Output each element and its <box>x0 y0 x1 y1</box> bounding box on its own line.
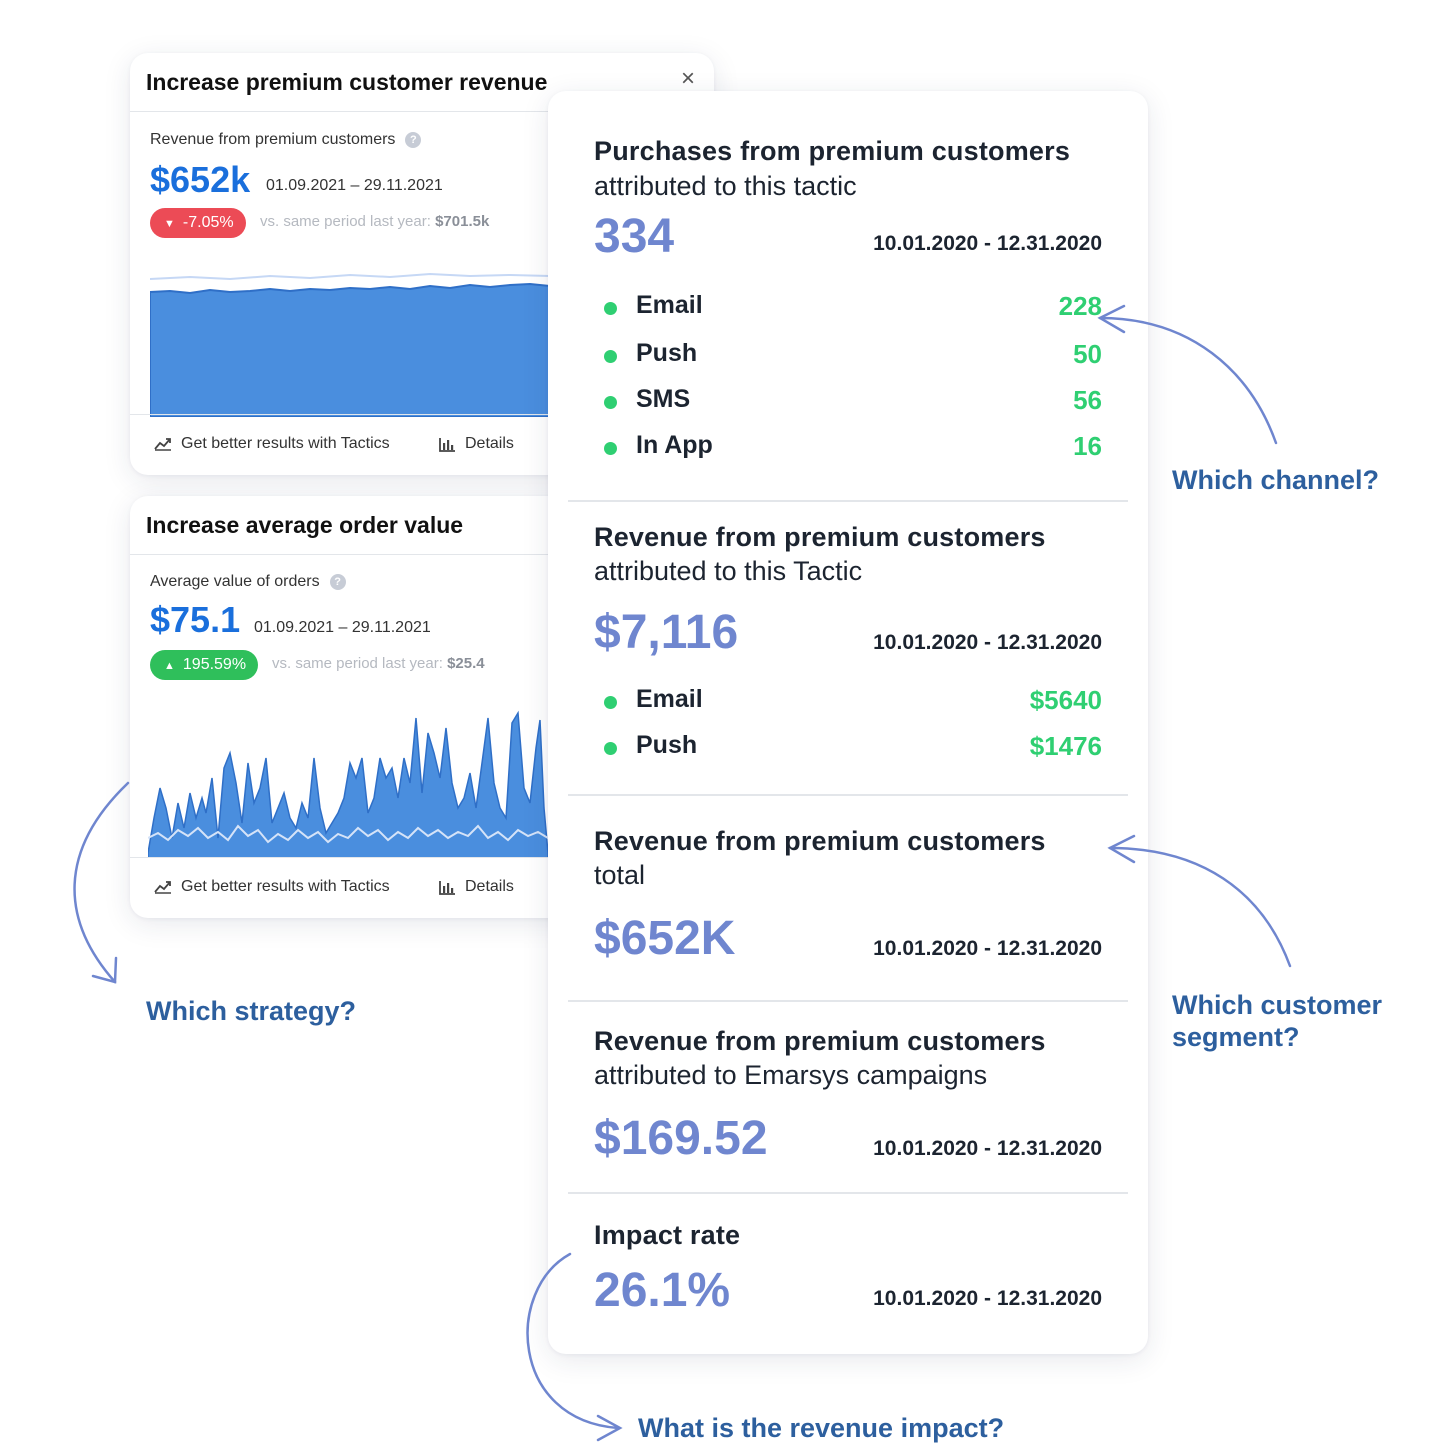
change-badge: ▲ 195.59% <box>150 650 259 680</box>
purchases-section: Purchases from premium customers attribu… <box>548 91 1148 501</box>
section-subtitle: attributed to this Tactic <box>594 556 863 586</box>
comparison-text: vs. same period last year: $701.5k <box>260 213 490 230</box>
chart-baseline-line <box>148 824 548 844</box>
channel-label: Push <box>636 731 698 759</box>
divider <box>568 794 1128 796</box>
comparison-text: vs. same period last year: $25.4 <box>272 655 485 672</box>
card-title: Increase premium customer revenue <box>130 53 714 112</box>
channel-value: 228 <box>1058 291 1102 321</box>
status-dot <box>604 742 617 755</box>
status-dot <box>604 442 617 455</box>
annotation-segment: Which customer segment? <box>1172 990 1383 1052</box>
tactics-link[interactable]: Get better results with Tactics <box>154 878 390 896</box>
status-dot <box>604 396 617 409</box>
annotation-strategy: Which strategy? <box>146 996 357 1026</box>
trend-up-icon <box>154 881 171 894</box>
chart-area-fill <box>150 282 550 417</box>
help-icon[interactable]: ? <box>329 573 346 590</box>
metric-label: Revenue from premium customers? <box>150 131 422 149</box>
date-range: 10.01.2020 - 12.31.2020 <box>873 937 1102 960</box>
chart-area-fill <box>148 710 548 858</box>
impact-rate-section: Impact rate 26.1% 10.01.2020 - 12.31.202… <box>548 1193 1148 1353</box>
tactics-link[interactable]: Get better results with Tactics <box>154 435 390 453</box>
tactic-detail-panel: Purchases from premium customers attribu… <box>548 91 1148 1354</box>
card-footer: Get better results with Tactics Details <box>130 857 714 918</box>
change-badge: ▼ -7.05% <box>150 208 246 238</box>
section-title: Revenue from premium customers <box>594 522 1046 552</box>
section-title: Purchases from premium customers <box>594 136 1071 166</box>
arrow-segment-head <box>1107 834 1136 864</box>
channel-value: $1476 <box>1029 731 1102 761</box>
revenue-area-chart <box>150 272 550 417</box>
card-footer: Get better results with Tactics Details <box>130 414 714 475</box>
channel-value: 16 <box>1073 431 1102 461</box>
arrow-impact <box>526 1252 620 1430</box>
channel-label: Push <box>636 339 698 367</box>
details-link[interactable]: Details <box>438 878 514 896</box>
revenue-tactic-section: Revenue from premium customers attribute… <box>548 501 1148 795</box>
status-dot <box>604 350 617 363</box>
channel-value: $5640 <box>1029 685 1102 715</box>
status-dot <box>604 696 617 709</box>
triangle-up-icon: ▲ <box>164 660 175 672</box>
channel-row-push: Push $1476 <box>604 731 1102 765</box>
channel-row-email: Email $5640 <box>604 685 1102 719</box>
arrow-channel <box>1098 316 1278 445</box>
divider <box>568 1000 1128 1002</box>
arrow-strategy <box>73 781 130 984</box>
section-title: Revenue from premium customers <box>594 1026 1046 1056</box>
bar-chart-icon <box>439 880 455 895</box>
order-value-area-chart <box>148 710 548 858</box>
section-subtitle: attributed to Emarsys campaigns <box>594 1060 988 1090</box>
date-range: 10.01.2020 - 12.31.2020 <box>873 232 1102 255</box>
date-range: 10.01.2020 - 12.31.2020 <box>873 1287 1102 1310</box>
revenue-emarsys-value: $169.52 <box>594 1112 768 1165</box>
section-title: Impact rate <box>594 1220 741 1250</box>
impact-rate-value: 26.1% <box>594 1264 731 1317</box>
section-subtitle: total <box>594 860 646 890</box>
channel-label: Email <box>636 291 703 319</box>
details-link[interactable]: Details <box>438 435 514 453</box>
close-icon[interactable]: × <box>680 65 695 92</box>
section-subtitle: attributed to this tactic <box>594 171 857 201</box>
channel-value: 50 <box>1073 339 1102 369</box>
arrow-strategy-head <box>91 956 118 984</box>
date-range: 10.01.2020 - 12.31.2020 <box>873 631 1102 654</box>
divider <box>568 1192 1128 1194</box>
channel-label: SMS <box>636 385 691 413</box>
revenue-total-section: Revenue from premium customers total $65… <box>548 795 1148 1000</box>
arrow-channel-head <box>1097 304 1126 334</box>
chart-baseline-line <box>150 272 550 281</box>
channel-label: Email <box>636 685 703 713</box>
annotation-impact: What is the revenue impact? <box>638 1413 1005 1443</box>
divider <box>568 500 1128 502</box>
metric-label: Average value of orders? <box>150 573 346 591</box>
arrow-impact-head <box>596 1414 623 1442</box>
revenue-emarsys-section: Revenue from premium customers attribute… <box>548 1001 1148 1193</box>
revenue-total-value: $652K <box>594 912 736 965</box>
revenue-tactic-value: $7,116 <box>594 606 739 659</box>
date-range: 01.09.2021 – 29.11.2021 <box>266 177 443 194</box>
metric-value: $75.1 <box>150 599 241 640</box>
date-range: 10.01.2020 - 12.31.2020 <box>873 1137 1102 1160</box>
card-title: Increase average order value <box>130 496 714 555</box>
trend-up-icon <box>154 438 171 451</box>
date-range: 01.09.2021 – 29.11.2021 <box>254 619 431 636</box>
channel-label: In App <box>636 431 713 459</box>
help-icon[interactable]: ? <box>405 131 422 148</box>
annotation-channel: Which channel? <box>1172 465 1380 495</box>
channel-row-in-app: In App 16 <box>604 431 1102 465</box>
section-title: Revenue from premium customers <box>594 826 1046 856</box>
arrow-segment <box>1108 846 1292 968</box>
status-dot <box>604 302 617 315</box>
triangle-down-icon: ▼ <box>164 218 175 230</box>
channel-row-email: Email 228 <box>604 291 1102 325</box>
metric-value: $652k <box>150 159 251 200</box>
channel-row-push: Push 50 <box>604 339 1102 373</box>
channel-row-sms: SMS 56 <box>604 385 1102 419</box>
channel-value: 56 <box>1073 385 1102 415</box>
bar-chart-icon <box>439 437 455 452</box>
purchases-count: 334 <box>594 210 675 263</box>
